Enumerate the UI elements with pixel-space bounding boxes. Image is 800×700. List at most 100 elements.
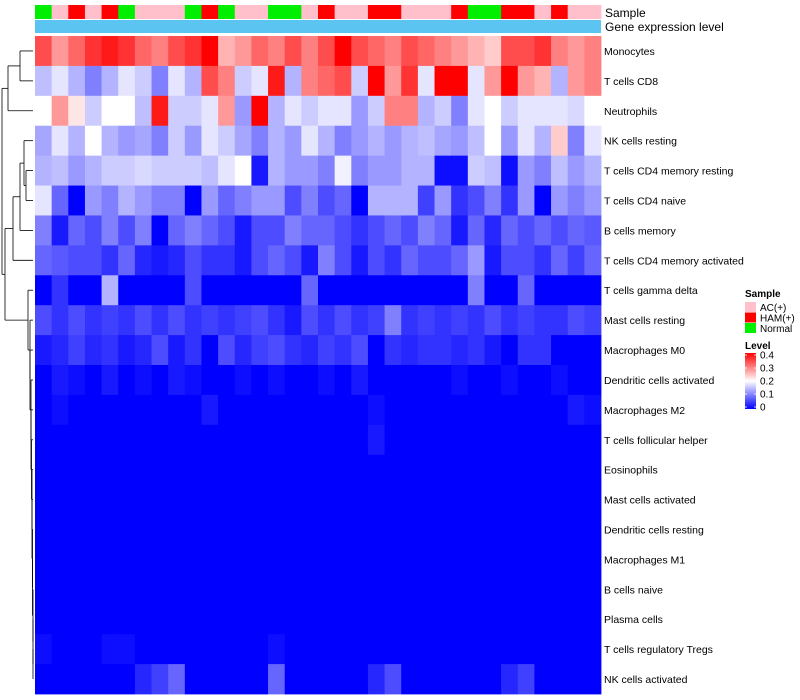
heatmap-cell [417, 394, 435, 426]
heatmap-cell [484, 664, 502, 695]
heatmap-cell [417, 275, 435, 306]
heatmap-cell [151, 305, 169, 336]
heatmap-cell [551, 215, 569, 246]
sample-annotation-bar [35, 5, 602, 19]
sample-annotation-cell [384, 5, 402, 19]
heatmap-cell [517, 604, 535, 635]
heatmap-cell [84, 185, 102, 216]
heatmap-cell [417, 215, 435, 246]
heatmap-cell [168, 305, 186, 336]
heatmap-cell [584, 335, 602, 366]
sample-annotation-cell [467, 5, 485, 19]
heatmap-cell [334, 305, 352, 336]
heatmap-cell [584, 36, 602, 67]
heatmap-cell [367, 484, 385, 515]
heatmap-cell [318, 514, 336, 545]
heatmap-cell [201, 604, 219, 635]
heatmap-cell [284, 155, 302, 186]
heatmap-cell [434, 185, 452, 216]
level-tick-label: 0.4 [760, 351, 774, 362]
heatmap-cell [35, 335, 53, 366]
heatmap-cell [517, 155, 535, 186]
heatmap-cell [334, 365, 352, 396]
heatmap-cell [484, 634, 502, 665]
heatmap-cell [284, 424, 302, 456]
heatmap-cell [84, 36, 102, 67]
heatmap-cell [268, 365, 286, 396]
heatmap-cell [35, 245, 53, 276]
heatmap-cell [417, 36, 435, 67]
heatmap-cell [134, 36, 152, 67]
heatmap-cell [318, 394, 336, 426]
heatmap-cell [234, 155, 252, 186]
heatmap-cell [417, 484, 435, 515]
heatmap-cell [367, 335, 385, 366]
heatmap-cell [284, 215, 302, 246]
heatmap-cell [534, 65, 552, 97]
heatmap-cell [151, 65, 169, 97]
row-label: T cells regulatory Tregs [604, 644, 713, 656]
heatmap-cell [284, 245, 302, 276]
heatmap-cell [517, 454, 535, 486]
heatmap-cell [434, 394, 452, 426]
heatmap-cell [84, 424, 102, 456]
heatmap-cell [101, 36, 119, 67]
sample-annotation-cell [201, 5, 219, 19]
heatmap-cell [201, 394, 219, 426]
heatmap-cell [151, 544, 169, 575]
heatmap-cell [284, 125, 302, 157]
heatmap-cell [451, 604, 469, 635]
heatmap-cell [184, 634, 202, 665]
heatmap-cell [551, 604, 569, 635]
heatmap-cell [151, 95, 169, 127]
heatmap-cell [35, 95, 53, 127]
heatmap-cell [51, 245, 69, 276]
heatmap-cell [251, 275, 269, 306]
heatmap-cell [467, 335, 485, 366]
sample-annotation-cell [35, 5, 53, 19]
heatmap-cell [301, 215, 319, 246]
heatmap-cell [401, 245, 419, 276]
heatmap-cell [301, 36, 319, 67]
heatmap-cell [551, 155, 569, 186]
heatmap-cell [584, 544, 602, 575]
heatmap-cell [118, 125, 136, 157]
heatmap-cell [351, 664, 369, 695]
row-label: B cells memory [604, 225, 677, 237]
heatmap-cell [68, 245, 86, 276]
heatmap-cell [417, 335, 435, 366]
heatmap-cell [201, 335, 219, 366]
heatmap-cell [84, 454, 102, 486]
heatmap-cell [467, 514, 485, 545]
heatmap-cell [218, 215, 236, 246]
heatmap-cell [151, 215, 169, 246]
heatmap-cell [68, 335, 86, 366]
heatmap-cell [401, 394, 419, 426]
heatmap-cell [218, 185, 236, 216]
heatmap-cell [318, 634, 336, 665]
heatmap-cell [301, 125, 319, 157]
heatmap-cell [567, 484, 585, 515]
heatmap-cell [567, 424, 585, 456]
heatmap-cell [268, 514, 286, 545]
heatmap-cell [35, 36, 53, 67]
heatmap-cell [401, 185, 419, 216]
heatmap-cell [201, 365, 219, 396]
heatmap-cell [51, 65, 69, 97]
heatmap-cell [451, 365, 469, 396]
heatmap-cell [534, 275, 552, 306]
heatmap-cell [501, 604, 519, 635]
heatmap-cell [118, 514, 136, 545]
heatmap-cell [334, 394, 352, 426]
heatmap-cell [201, 36, 219, 67]
heatmap-cell [234, 335, 252, 366]
heatmap-cell [251, 604, 269, 635]
heatmap-cell [184, 215, 202, 246]
heatmap-cell [467, 574, 485, 605]
heatmap-cell [118, 275, 136, 306]
heatmap-cell [318, 544, 336, 575]
heatmap-cell [384, 125, 402, 157]
row-label: Neutrophils [604, 106, 657, 118]
heatmap-cell [84, 514, 102, 545]
heatmap-cell [51, 454, 69, 486]
